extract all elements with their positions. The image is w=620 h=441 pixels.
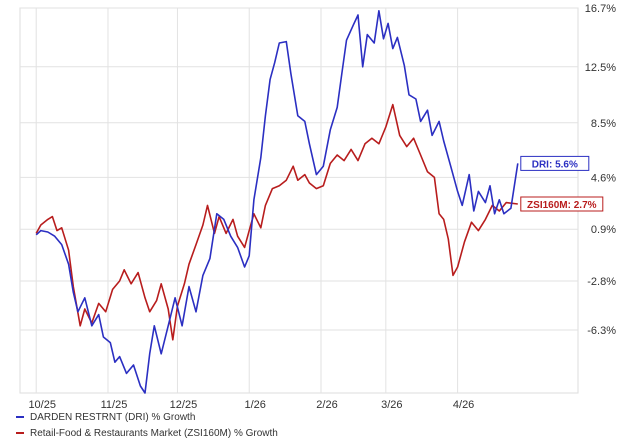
x-tick-label: 1/26 (245, 399, 266, 411)
y-tick-label: -6.3% (587, 325, 616, 337)
y-tick-label: 16.7% (585, 3, 616, 15)
y-tick-label: 8.5% (591, 118, 616, 130)
grid-lines (20, 7, 578, 393)
end-labels: DRI: 5.6% ZSI160M: 2.7% (520, 155, 604, 212)
legend-item-dri: DARDEN RESTRNT (DRI) % Growth (16, 412, 195, 423)
end-label-text: ZSI160M: 2.7% (527, 200, 597, 211)
x-axis-tick-labels: 10/25 11/25 12/25 1/26 2/26 3/26 4/26 (28, 399, 474, 411)
y-axis-tick-labels: 16.7% 12.5% 8.5% 4.6% 0.9% -2.8% -6.3% (585, 3, 616, 337)
y-tick-label: 0.9% (591, 224, 616, 236)
end-label-zsi160m: ZSI160M: 2.7% (520, 196, 604, 212)
end-label-dri: DRI: 5.6% (520, 155, 590, 171)
x-tick-label: 11/25 (101, 399, 128, 411)
end-label-box (520, 155, 590, 171)
x-tick-label: 10/25 (28, 399, 56, 411)
x-tick-label: 3/26 (381, 399, 402, 411)
series-line-zsi160m (35, 103, 518, 341)
end-label-text: DRI: 5.6% (532, 159, 578, 170)
legend-item-zsi160m: Retail-Food & Restaurants Market (ZSI160… (16, 428, 278, 439)
legend-swatch-zsi160m (16, 432, 24, 435)
y-tick-label: 12.5% (585, 62, 616, 74)
legend-label-dri: DARDEN RESTRNT (DRI) % Growth (30, 412, 196, 423)
legend-swatch-dri (16, 416, 24, 419)
x-tick-label: 4/26 (453, 399, 474, 411)
y-tick-label: 4.6% (591, 172, 616, 184)
end-label-box (520, 196, 604, 212)
x-tick-label: 2/26 (316, 399, 337, 411)
series-line-dri (35, 10, 519, 394)
legend-label-zsi160m: Retail-Food & Restaurants Market (ZSI160… (30, 428, 278, 439)
x-tick-label: 12/25 (170, 399, 198, 411)
series-lines (35, 10, 519, 394)
y-tick-label: -2.8% (587, 276, 616, 288)
